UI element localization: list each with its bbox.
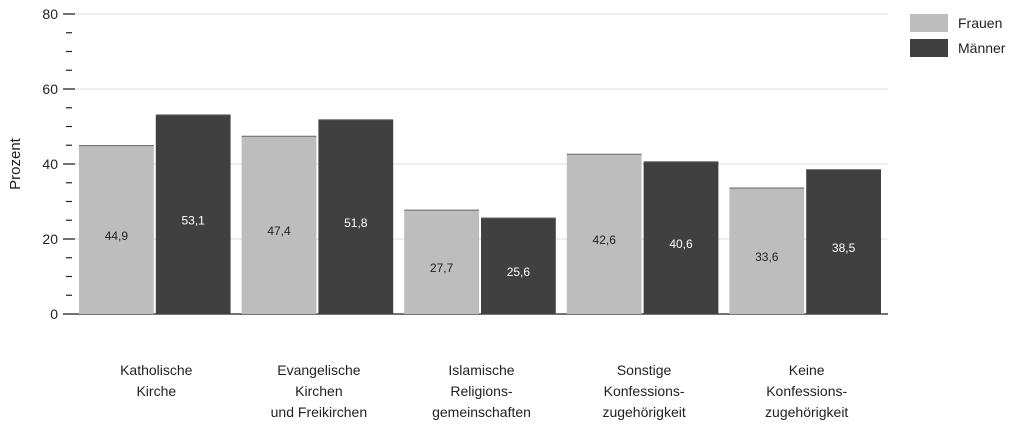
bar-männer (480, 218, 556, 314)
y-tick-label: 20 (42, 231, 58, 247)
data-label: 27,7 (430, 261, 454, 275)
category-label: Sonstige (617, 362, 672, 378)
y-axis-title: Prozent (7, 137, 24, 190)
bar-frauen (241, 136, 317, 314)
legend-swatch (910, 14, 948, 32)
y-tick-label: 60 (42, 81, 58, 97)
data-label: 33,6 (755, 250, 779, 264)
category-label: zugehörigkeit (765, 404, 848, 420)
data-label: 47,4 (267, 224, 291, 238)
bar-frauen (404, 210, 479, 314)
category-label: Katholische (120, 362, 193, 378)
bar-frauen (79, 145, 154, 314)
legend-swatch (910, 39, 948, 57)
data-label: 44,9 (105, 229, 129, 243)
data-label: 51,8 (344, 216, 368, 230)
bar-frauen (729, 188, 805, 314)
category-label: zugehörigkeit (602, 404, 685, 420)
category-labels: Katholische Kirche Evangelische Kirchen und … (120, 362, 848, 420)
y-tick-label: 80 (42, 6, 58, 22)
data-label: 38,5 (832, 241, 856, 255)
y-tick-label: 40 (42, 156, 58, 172)
bars: 44,9 53,1 47,4 51,8 27,7 25,6 42,6 40,6 33,6 38,5 (79, 114, 881, 314)
y-tick-label: 0 (50, 306, 58, 322)
category-label: Evangelische (277, 362, 360, 378)
legend-label: Männer (958, 40, 1006, 56)
bar-männer (806, 169, 881, 314)
data-label: 40,6 (669, 237, 693, 251)
category-label: gemeinschaften (432, 404, 531, 420)
data-label: 25,6 (507, 265, 531, 279)
bar-männer (155, 114, 231, 314)
data-label: 42,6 (593, 233, 617, 247)
category-label: Konfessions- (604, 383, 685, 399)
category-label: und Freikirchen (271, 404, 368, 420)
category-label: Keine (789, 362, 825, 378)
category-label: Religions- (450, 383, 513, 399)
data-label: 53,1 (182, 213, 206, 227)
bar-männer (643, 161, 719, 314)
legend-label: Frauen (958, 15, 1002, 31)
legend: Frauen Männer (910, 14, 1006, 57)
bar-frauen (566, 154, 642, 314)
category-label: Konfessions- (766, 383, 847, 399)
category-label: Kirchen (295, 383, 342, 399)
category-label: Kirche (136, 383, 176, 399)
category-label: Islamische (448, 362, 514, 378)
bar-männer (318, 119, 394, 314)
